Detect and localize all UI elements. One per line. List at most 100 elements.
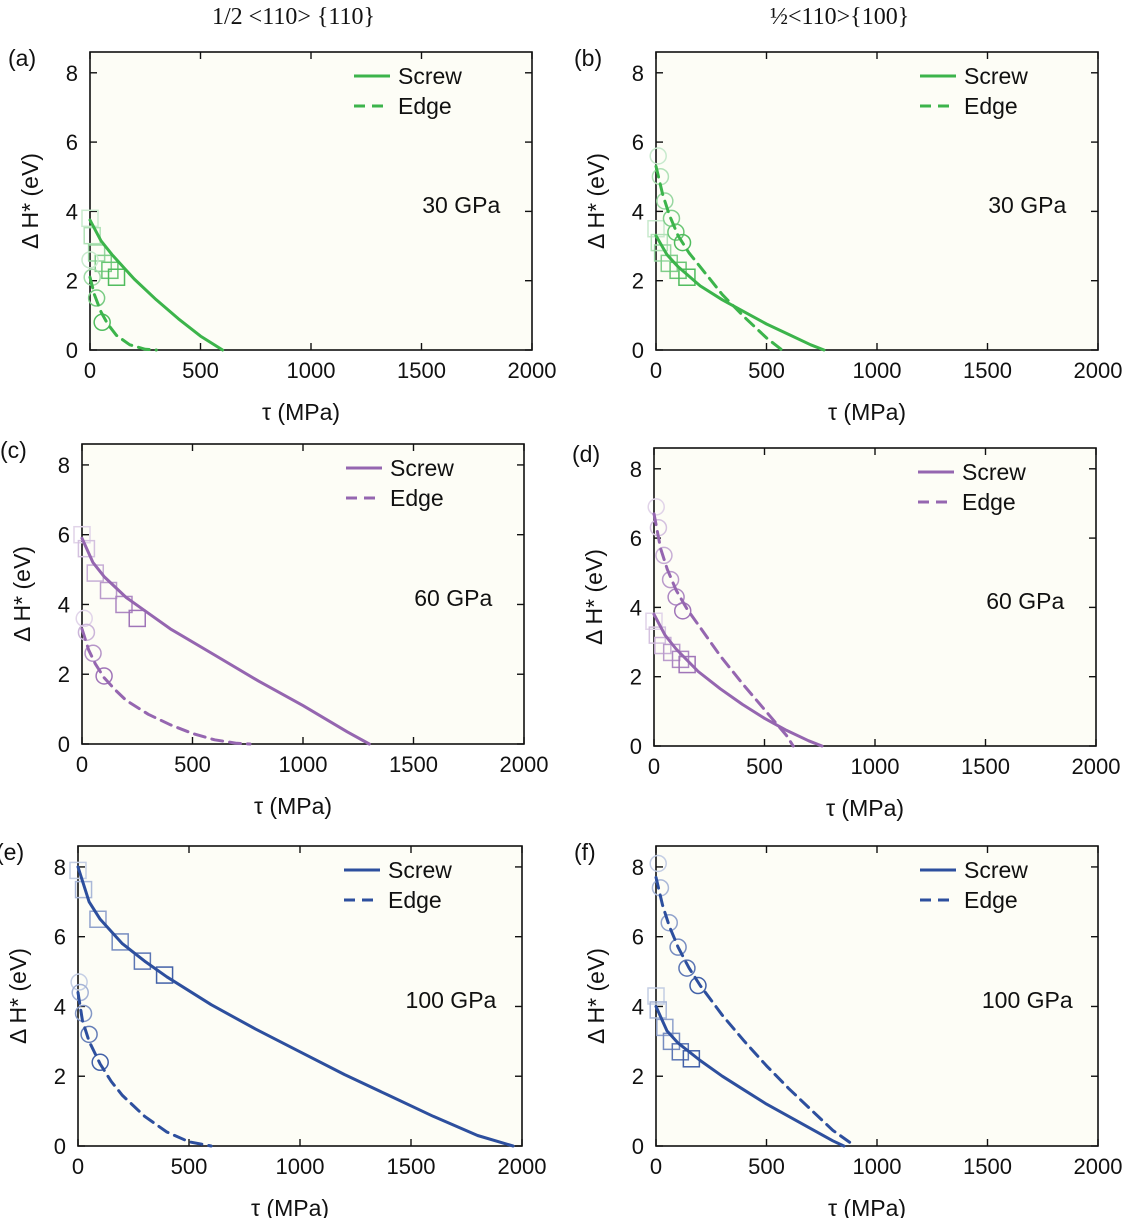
series-line-screw [652,612,824,748]
data-marker-square [83,226,101,245]
legend-label-screw: Screw [962,459,1026,485]
series-line-screw [88,218,225,352]
x-tick-label: 0 [650,1154,662,1179]
plot-area [655,845,1099,1147]
data-marker-circle [661,570,680,589]
data-marker-circle [689,976,707,995]
y-tick-label: 2 [58,662,70,687]
x-tick-label: 2000 [1074,1154,1123,1179]
pressure-annotation: 60 GPa [986,588,1064,614]
x-tick-label: 1000 [853,1154,902,1179]
pressure-annotation: 100 GPa [982,987,1073,1013]
data-marker-circle [80,1025,98,1044]
x-tick-label: 2000 [1072,754,1121,779]
y-tick-label: 4 [58,592,70,617]
y-axis-label: Δ H* (eV) [581,549,607,645]
legend-label-screw: Screw [388,857,452,883]
x-tick-label: 1000 [287,358,336,383]
x-axis-label: τ (MPa) [262,399,340,425]
data-marker-square [647,987,665,1005]
data-marker-square [101,261,119,280]
x-axis-label: τ (MPa) [828,1195,906,1218]
y-axis-label: Δ H* (eV) [17,153,43,249]
panel-e: 0 500 1000 1500 2000 0 2 4 6 8 τ (MPa) Δ H* (eV) (e)… [0,839,546,1218]
y-tick-label: 6 [58,523,70,548]
y-tick-label: 8 [632,61,644,86]
y-tick-label: 2 [66,269,78,294]
pressure-annotation: 60 GPa [414,585,492,611]
y-tick-label: 6 [630,526,642,551]
data-marker-square [669,261,687,280]
y-tick-label: 4 [630,595,642,620]
y-axis-label: Δ H* (eV) [5,948,31,1044]
data-marker-square [87,244,106,262]
legend-label-edge: Edge [398,93,452,119]
data-marker-circle [655,546,673,565]
legend-label-screw: Screw [964,63,1028,89]
panel-a: 0 500 1000 1500 2000 0 2 4 6 8 τ (MPa) Δ H* (eV) (a)… [8,45,556,425]
data-marker-circle [647,498,665,516]
data-marker-square [678,268,696,286]
y-tick-label: 2 [632,269,644,294]
pressure-annotation: 30 GPa [988,192,1066,218]
y-tick-label: 2 [632,1064,644,1089]
y-tick-label: 0 [632,338,644,363]
data-marker-circle [84,644,102,663]
series-line-edge [654,875,857,1148]
legend-label-edge: Edge [964,887,1018,913]
column-title-left: 1/2 <110> {110} [212,4,375,30]
y-axis-label: Δ H* (eV) [583,153,609,249]
y-tick-label: 8 [66,61,78,86]
plot-area [653,447,1097,747]
data-marker-square [656,1018,674,1037]
series-line-screw [654,1005,846,1148]
data-marker-square [678,655,696,674]
data-marker-square [650,233,669,252]
y-tick-label: 6 [66,130,78,155]
y-tick-label: 4 [632,994,644,1019]
data-marker-square [654,636,672,655]
data-marker-circle [75,609,93,628]
pressure-annotation: 100 GPa [406,987,497,1013]
x-tick-label: 0 [648,754,660,779]
x-tick-label: 1500 [389,752,438,777]
x-axis-label: τ (MPa) [826,795,904,821]
data-marker-circle [649,147,667,165]
legend-label-edge: Edge [390,485,444,511]
data-marker-circle [649,854,667,873]
panel-label: (f) [574,839,596,865]
x-tick-label: 500 [182,358,219,383]
x-tick-label: 1000 [853,358,902,383]
x-tick-label: 0 [84,358,96,383]
data-marker-square [73,525,91,544]
x-tick-label: 500 [746,754,783,779]
series-line-screw [76,865,515,1148]
data-marker-square [77,539,96,558]
data-marker-circle [656,192,674,210]
data-marker-square [107,268,126,286]
y-tick-label: 6 [632,130,644,155]
x-axis-label: τ (MPa) [254,793,332,819]
y-axis-label: Δ H* (eV) [583,948,609,1044]
y-tick-label: 4 [66,199,78,224]
x-tick-label: 1000 [279,752,328,777]
panel-label: (e) [0,839,24,865]
data-marker-square [662,1032,681,1051]
y-tick-label: 4 [54,994,66,1019]
series-line-edge [88,275,158,352]
data-marker-circle [667,223,685,241]
panel-b: 0 500 1000 1500 2000 0 2 4 6 8 τ (MPa) Δ H* (eV) (b)… [574,45,1122,425]
panel-label: (c) [0,437,27,463]
y-tick-label: 0 [54,1134,66,1159]
y-tick-label: 0 [66,338,78,363]
x-tick-label: 1000 [851,754,900,779]
panel-label: (d) [572,441,600,467]
legend-label-screw: Screw [390,455,454,481]
y-tick-label: 4 [632,199,644,224]
y-axis-label: Δ H* (eV) [9,546,35,642]
y-tick-label: 6 [54,925,66,950]
y-tick-label: 0 [58,732,70,757]
legend-label-screw: Screw [398,63,462,89]
